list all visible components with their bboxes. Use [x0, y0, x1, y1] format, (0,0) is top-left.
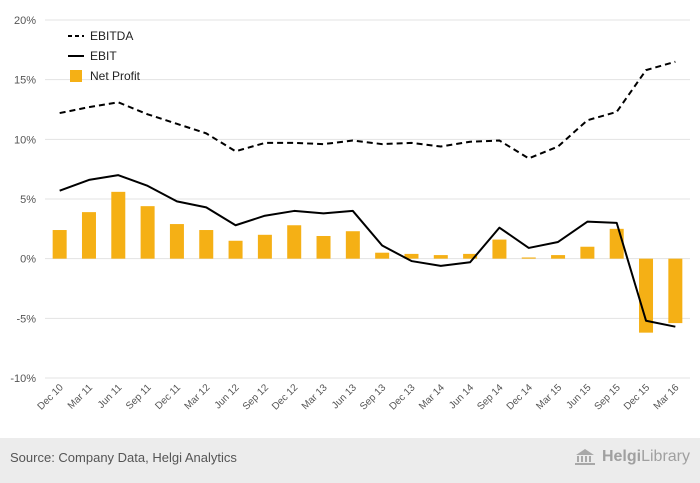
net-profit-bar [81, 212, 96, 259]
x-tick-label: Sep 12 [241, 382, 271, 412]
x-tick-label: Dec 11 [153, 382, 183, 412]
ebitda-line [59, 60, 676, 160]
x-tick-label: Dec 13 [387, 382, 417, 412]
x-tick-label: Dec 12 [270, 382, 300, 412]
y-tick-label: -10% [10, 373, 36, 385]
x-tick-label: Mar 15 [534, 382, 564, 412]
x-tick-label: Jun 13 [330, 382, 359, 411]
net-profit-bar [228, 240, 243, 259]
net-profit-bar [433, 255, 448, 259]
y-axis-labels: -10% -5% 0% 5% 10% 15% 20% [10, 15, 36, 385]
x-tick-label: Dec 15 [622, 382, 652, 412]
x-tick-label: Mar 12 [183, 382, 213, 412]
x-tick-label: Mar 14 [417, 382, 447, 412]
x-tick-label: Jun 12 [213, 382, 242, 411]
x-tick-label: Jun 11 [96, 382, 125, 411]
footer: Source: Company Data, Helgi Analytics He… [0, 438, 700, 483]
source-note: Source: Company Data, Helgi Analytics [10, 450, 237, 465]
library-building-icon [574, 449, 595, 465]
grid-lines [45, 19, 690, 379]
x-tick-label: Sep 13 [358, 382, 388, 412]
y-tick-label: 0% [20, 254, 36, 266]
net-profit-bar [140, 206, 155, 259]
net-profit-bar [111, 191, 126, 259]
net-profit-bar [52, 230, 67, 259]
net-profit-bar [580, 246, 595, 259]
net-profit-bar [668, 258, 683, 324]
x-tick-label: Jun 15 [564, 382, 593, 411]
net-profit-bar [551, 255, 566, 259]
net-profit-bar [463, 253, 478, 259]
net-profit-bar [375, 252, 390, 259]
y-tick-label: 20% [14, 15, 36, 27]
y-tick-label: 10% [14, 134, 36, 146]
ebit-line [59, 174, 676, 328]
x-tick-label: Sep 14 [475, 382, 505, 412]
brand-name-bold: Helgi [601, 448, 642, 465]
net-profit-bar [609, 228, 624, 259]
net-profit-bar [169, 224, 184, 259]
y-tick-label: 5% [20, 194, 36, 206]
x-tick-label: Mar 16 [652, 382, 682, 412]
legend-swatch [70, 70, 82, 82]
legend-item-ebit: EBIT [68, 49, 117, 63]
brand-name: HelgiLibrary [602, 448, 690, 466]
legend-item-net-profit: Net Profit [70, 69, 141, 83]
net-profit-bar [199, 230, 214, 259]
net-profit-bar [404, 253, 419, 259]
brand-logo: HelgiLibrary [574, 448, 690, 466]
y-tick-label: 15% [14, 75, 36, 87]
legend-label: Net Profit [90, 69, 141, 83]
x-tick-label: Mar 13 [300, 382, 330, 412]
net-profit-bar [492, 239, 507, 259]
legend-item-ebitda: EBITDA [68, 29, 133, 43]
line-series [59, 60, 676, 328]
legend-label: EBITDA [90, 29, 133, 43]
legend: EBITDA EBIT Net Profit [68, 29, 141, 83]
x-tick-label: Sep 15 [593, 382, 623, 412]
legend-label: EBIT [90, 49, 117, 63]
x-tick-label: Dec 10 [36, 382, 66, 412]
x-tick-label: Mar 11 [66, 382, 96, 412]
net-profit-bar [257, 234, 272, 259]
net-profit-bar [287, 225, 302, 259]
net-profit-bars [52, 191, 683, 333]
x-tick-label: Jun 14 [447, 382, 476, 411]
brand-name-light: Library [641, 448, 690, 465]
net-profit-bar [345, 231, 360, 259]
net-profit-bar [639, 258, 654, 333]
x-axis-labels: Dec 10 Mar 11 Jun 11 Sep 11 Dec 11 Mar 12 Jun … [36, 382, 682, 413]
net-profit-bar [521, 257, 536, 259]
x-tick-label: Sep 11 [124, 382, 154, 412]
x-tick-label: Dec 14 [505, 382, 535, 412]
y-tick-label: -5% [16, 313, 36, 325]
net-profit-bar [316, 235, 331, 259]
